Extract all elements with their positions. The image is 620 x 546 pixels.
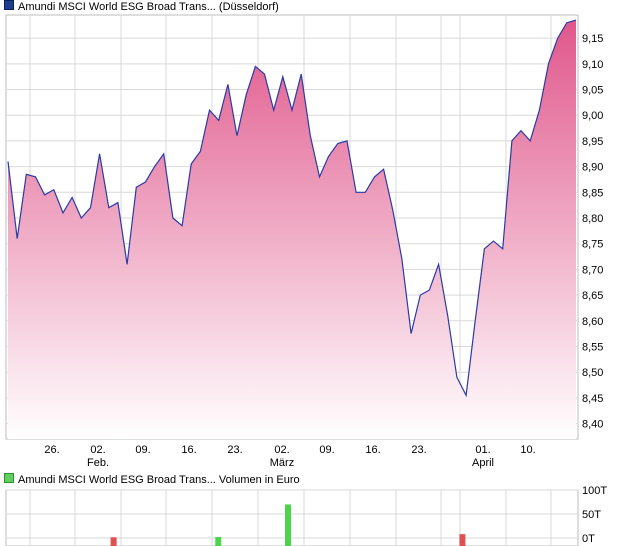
- volume-legend-label: Amundi MSCI World ESG Broad Trans... Vol…: [18, 474, 300, 486]
- x-tick-day: 01.: [475, 444, 490, 456]
- x-tick-day: 09.: [135, 444, 150, 456]
- price-legend-swatch: [4, 0, 14, 10]
- y-tick-label: 8,70: [582, 264, 603, 276]
- y-tick-label: 8,75: [582, 239, 603, 251]
- x-tick-month: Feb.: [87, 457, 109, 469]
- volume-y-tick-label: 50T: [582, 509, 601, 521]
- y-tick-label: 8,90: [582, 162, 603, 174]
- y-tick-label: 9,05: [582, 85, 603, 97]
- price-legend-label: Amundi MSCI World ESG Broad Trans... (Dü…: [18, 1, 279, 13]
- volume-y-tick-label: 100T: [582, 486, 607, 497]
- x-tick-day: 10.: [520, 444, 535, 456]
- volume-bar: [459, 534, 466, 546]
- x-tick-day: 23.: [411, 444, 426, 456]
- y-tick-label: 8,80: [582, 213, 603, 225]
- y-tick-label: 9,15: [582, 33, 603, 45]
- x-tick-month: April: [472, 457, 494, 469]
- price-line: [7, 19, 577, 398]
- x-tick-day: 02.: [274, 444, 289, 456]
- volume-legend-swatch: [4, 473, 14, 483]
- x-tick-day: 16.: [365, 444, 380, 456]
- x-tick-day: 09.: [319, 444, 334, 456]
- y-tick-label: 8,65: [582, 290, 603, 302]
- y-tick-label: 8,50: [582, 367, 603, 379]
- price-area: [8, 20, 576, 439]
- x-tick-day: 16.: [181, 444, 196, 456]
- volume-bar: [215, 537, 222, 546]
- x-tick-day: 26.: [44, 444, 59, 456]
- y-tick-label: 9,10: [582, 59, 603, 71]
- y-tick-label: 8,45: [582, 393, 603, 405]
- volume-bar: [285, 504, 292, 546]
- y-tick-label: 8,60: [582, 316, 603, 328]
- x-tick-day: 02.: [90, 444, 105, 456]
- y-tick-label: 8,95: [582, 136, 603, 148]
- price-legend: Amundi MSCI World ESG Broad Trans... (Dü…: [4, 0, 279, 13]
- volume-chart: 100T 50T 0T: [5, 486, 607, 546]
- volume-legend: Amundi MSCI World ESG Broad Trans... Vol…: [4, 473, 300, 486]
- y-tick-label: 8,85: [582, 187, 603, 199]
- y-tick-label: 8,40: [582, 419, 603, 431]
- volume-y-tick-label: 0T: [582, 533, 595, 545]
- volume-bar: [110, 537, 117, 546]
- price-chart: 9,15 9,10 9,05 9,00 8,95 8,90 8,85 8,80 8,75 8,70…: [5, 14, 603, 469]
- x-tick-day: 23.: [227, 444, 242, 456]
- y-tick-label: 8,55: [582, 341, 603, 353]
- x-tick-month: März: [270, 457, 294, 469]
- y-tick-label: 9,00: [582, 110, 603, 122]
- volume-frame: [5, 489, 579, 546]
